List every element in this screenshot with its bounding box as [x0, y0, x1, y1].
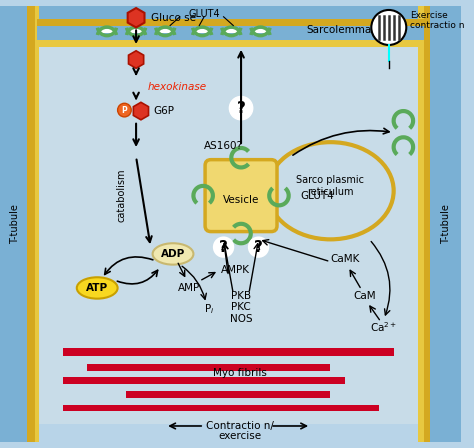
Bar: [63, 377, 345, 384]
Bar: [424, 6, 461, 442]
Text: CaM: CaM: [353, 291, 376, 301]
Text: P: P: [121, 106, 128, 115]
Text: AMPK: AMPK: [221, 266, 250, 276]
Bar: [63, 405, 306, 411]
Ellipse shape: [267, 142, 394, 239]
Text: Sarcolemma: Sarcolemma: [306, 26, 372, 35]
Bar: [214, 364, 330, 370]
Bar: [127, 391, 330, 398]
Bar: [37, 6, 424, 21]
FancyBboxPatch shape: [205, 159, 277, 232]
Bar: [253, 30, 268, 33]
Text: ATP: ATP: [86, 283, 108, 293]
Bar: [158, 30, 173, 33]
Circle shape: [229, 96, 253, 120]
Bar: [37, 21, 424, 424]
Text: Ca$^{2+}$: Ca$^{2+}$: [370, 320, 398, 334]
Bar: [418, 6, 424, 442]
Bar: [88, 364, 282, 370]
Text: Myo fibrils: Myo fibrils: [213, 369, 267, 379]
Text: ?: ?: [237, 101, 246, 116]
Bar: [37, 26, 424, 40]
Text: T-tubule: T-tubule: [9, 204, 19, 244]
Text: catabolism: catabolism: [117, 169, 127, 222]
Bar: [272, 405, 379, 411]
Bar: [422, 6, 429, 442]
Bar: [37, 40, 424, 47]
Ellipse shape: [153, 243, 193, 265]
Text: Contractio n/: Contractio n/: [206, 421, 274, 431]
Text: ?: ?: [219, 240, 228, 254]
Text: GLUT4: GLUT4: [188, 9, 220, 19]
Text: exercise: exercise: [219, 431, 262, 441]
Ellipse shape: [77, 277, 118, 299]
Bar: [128, 30, 144, 33]
Circle shape: [213, 237, 234, 258]
Bar: [27, 6, 35, 442]
Bar: [63, 348, 394, 356]
Circle shape: [118, 103, 131, 117]
Text: hexokinase: hexokinase: [148, 82, 207, 92]
Text: G6P: G6P: [154, 106, 174, 116]
Bar: [0, 6, 37, 442]
Text: AMP: AMP: [178, 283, 201, 293]
Text: P$_i$: P$_i$: [204, 302, 214, 316]
Text: PKB
PKC
NOS: PKB PKC NOS: [230, 291, 252, 324]
Text: CaMK: CaMK: [330, 254, 360, 264]
Text: Gluco se: Gluco se: [151, 13, 196, 23]
Text: GLUT4: GLUT4: [301, 190, 334, 201]
Bar: [224, 30, 239, 33]
Text: Sarco plasmic
reticulum: Sarco plasmic reticulum: [296, 175, 365, 197]
Bar: [35, 6, 39, 442]
Text: ADP: ADP: [161, 249, 185, 259]
Text: ?: ?: [254, 240, 263, 254]
Circle shape: [248, 237, 269, 258]
Bar: [100, 30, 114, 33]
Text: AS160?: AS160?: [204, 141, 243, 151]
Text: Vesicle: Vesicle: [223, 195, 259, 206]
Bar: [37, 19, 424, 26]
Circle shape: [371, 10, 406, 45]
Bar: [195, 30, 210, 33]
Text: Exercise
contractio n: Exercise contractio n: [410, 11, 465, 30]
Text: T-tubule: T-tubule: [441, 204, 451, 244]
